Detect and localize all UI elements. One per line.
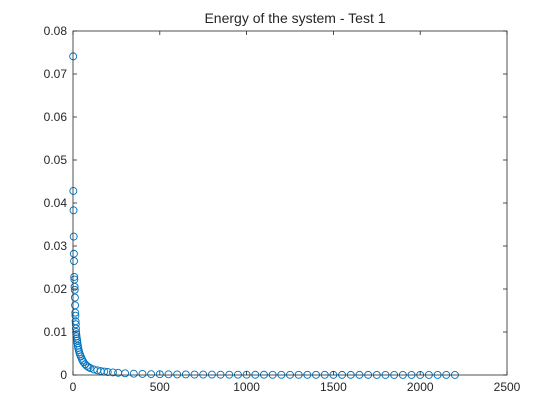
- plot-area: [73, 31, 507, 375]
- data-point: [190, 370, 199, 379]
- y-tick-label: 0.05: [44, 153, 68, 167]
- data-point: [70, 257, 78, 265]
- x-axis-tick-labels: 0 500 1000 1500 2000 2500: [70, 380, 521, 394]
- data-point: [147, 370, 156, 379]
- data-point: [78, 356, 87, 365]
- data-point: [155, 370, 164, 379]
- y-tick-label: 0.02: [44, 282, 68, 296]
- data-point: [86, 364, 95, 373]
- data-point: [71, 320, 80, 329]
- data-point: [103, 368, 112, 376]
- data-point: [199, 370, 208, 379]
- data-point: [173, 370, 182, 379]
- y-tick-label: 0.04: [44, 196, 68, 210]
- data-point: [121, 369, 130, 378]
- y-tick-label: 0.08: [44, 24, 68, 38]
- data-point: [138, 369, 147, 378]
- data-point: [164, 370, 173, 379]
- data-point: [71, 311, 80, 320]
- data-point: [84, 363, 93, 372]
- x-tick-label: 2500: [494, 380, 521, 394]
- axes-box: [72, 30, 508, 376]
- x-tick-label: 500: [150, 380, 170, 394]
- y-tick-label: 0.01: [44, 325, 68, 339]
- y-tick-label: 0.07: [44, 67, 68, 81]
- x-tick-label: 1500: [320, 380, 347, 394]
- data-point: [129, 369, 138, 378]
- x-tick-label: 2000: [407, 380, 434, 394]
- data-point: [71, 308, 80, 317]
- x-tick-label: 1000: [233, 380, 260, 394]
- data-point: [69, 206, 78, 215]
- chart-title: Energy of the system - Test 1: [204, 10, 385, 26]
- data-point: [70, 285, 79, 294]
- data-point: [181, 370, 190, 379]
- x-tick-label: 0: [70, 380, 77, 394]
- y-axis-tick-labels: 0 0.01 0.02 0.03 0.04 0.05 0.06 0.07 0.08: [44, 24, 68, 382]
- data-point: [70, 293, 79, 302]
- data-point: [70, 273, 79, 281]
- data-point: [108, 368, 117, 377]
- data-point: [70, 282, 79, 291]
- y-tick-label: 0.06: [44, 110, 68, 124]
- data-point: [69, 232, 78, 241]
- y-tick-label: 0.03: [44, 239, 68, 253]
- y-tick-label: 0: [60, 368, 67, 382]
